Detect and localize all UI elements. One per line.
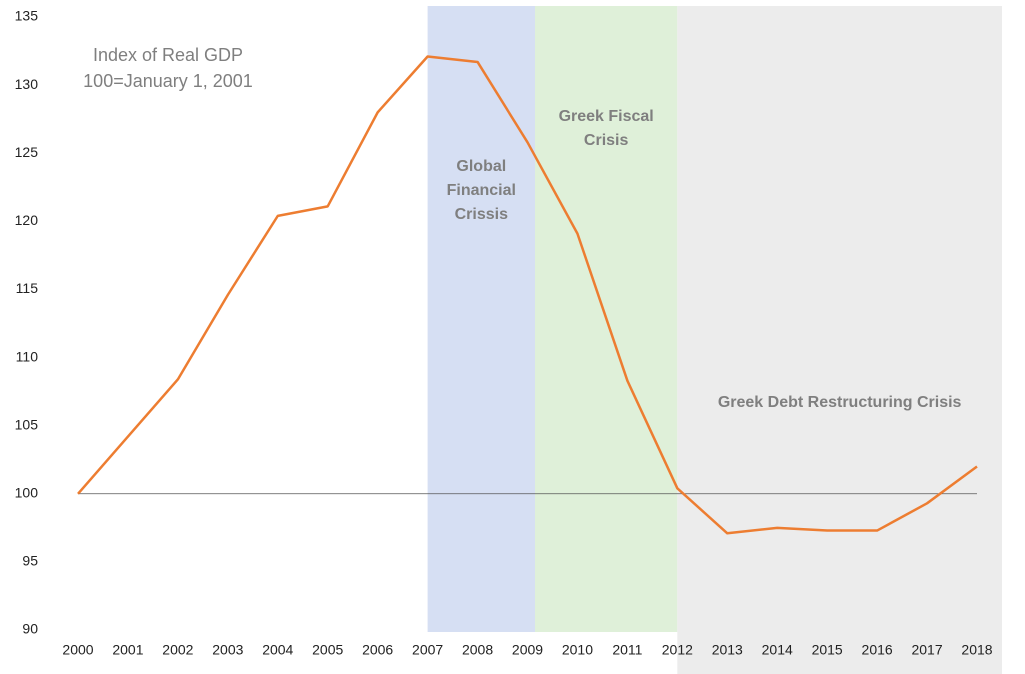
region-label: Crissis (455, 206, 508, 223)
x-tick-label: 2013 (712, 642, 743, 658)
region-label: Greek Debt Restructuring Crisis (718, 394, 962, 411)
x-tick-label: 2009 (512, 642, 543, 658)
region-label: Greek Fiscal (559, 108, 654, 125)
x-tick-label: 2018 (961, 642, 992, 658)
region-label: Global (456, 158, 506, 175)
y-tick-label: 100 (15, 484, 39, 500)
y-tick-label: 115 (16, 280, 39, 296)
y-tick-label: 90 (22, 621, 38, 637)
region-band (677, 6, 1002, 674)
chart-title: Index of Real GDP (93, 45, 243, 65)
x-tick-label: 2014 (762, 642, 793, 658)
y-tick-label: 120 (15, 212, 39, 228)
y-tick-label: 110 (16, 348, 39, 364)
x-tick-label: 2011 (612, 642, 642, 658)
chart-subtitle: 100=January 1, 2001 (83, 71, 253, 91)
y-tick-label: 130 (15, 76, 39, 92)
x-tick-label: 2006 (362, 642, 393, 658)
x-tick-label: 2001 (112, 642, 143, 658)
x-tick-label: 2003 (212, 642, 243, 658)
x-tick-label: 2007 (412, 642, 443, 658)
y-tick-label: 105 (15, 416, 39, 432)
y-tick-label: 125 (15, 144, 39, 160)
y-tick-label: 135 (15, 8, 39, 24)
x-tick-label: 2004 (262, 642, 293, 658)
x-tick-label: 2005 (312, 642, 343, 658)
x-tick-label: 2000 (62, 642, 93, 658)
region-label: Crisis (584, 132, 629, 149)
x-tick-label: 2016 (862, 642, 893, 658)
x-tick-label: 2015 (812, 642, 843, 658)
x-tick-label: 2017 (911, 642, 942, 658)
region-band (427, 6, 535, 632)
regions (427, 6, 1002, 674)
y-tick-label: 95 (22, 553, 38, 569)
x-tick-label: 2012 (662, 642, 693, 658)
x-tick-label: 2008 (462, 642, 493, 658)
x-tick-label: 2002 (162, 642, 193, 658)
x-tick-label: 2010 (562, 642, 593, 658)
data-line (77, 55, 978, 535)
region-label: Financial (447, 182, 516, 199)
